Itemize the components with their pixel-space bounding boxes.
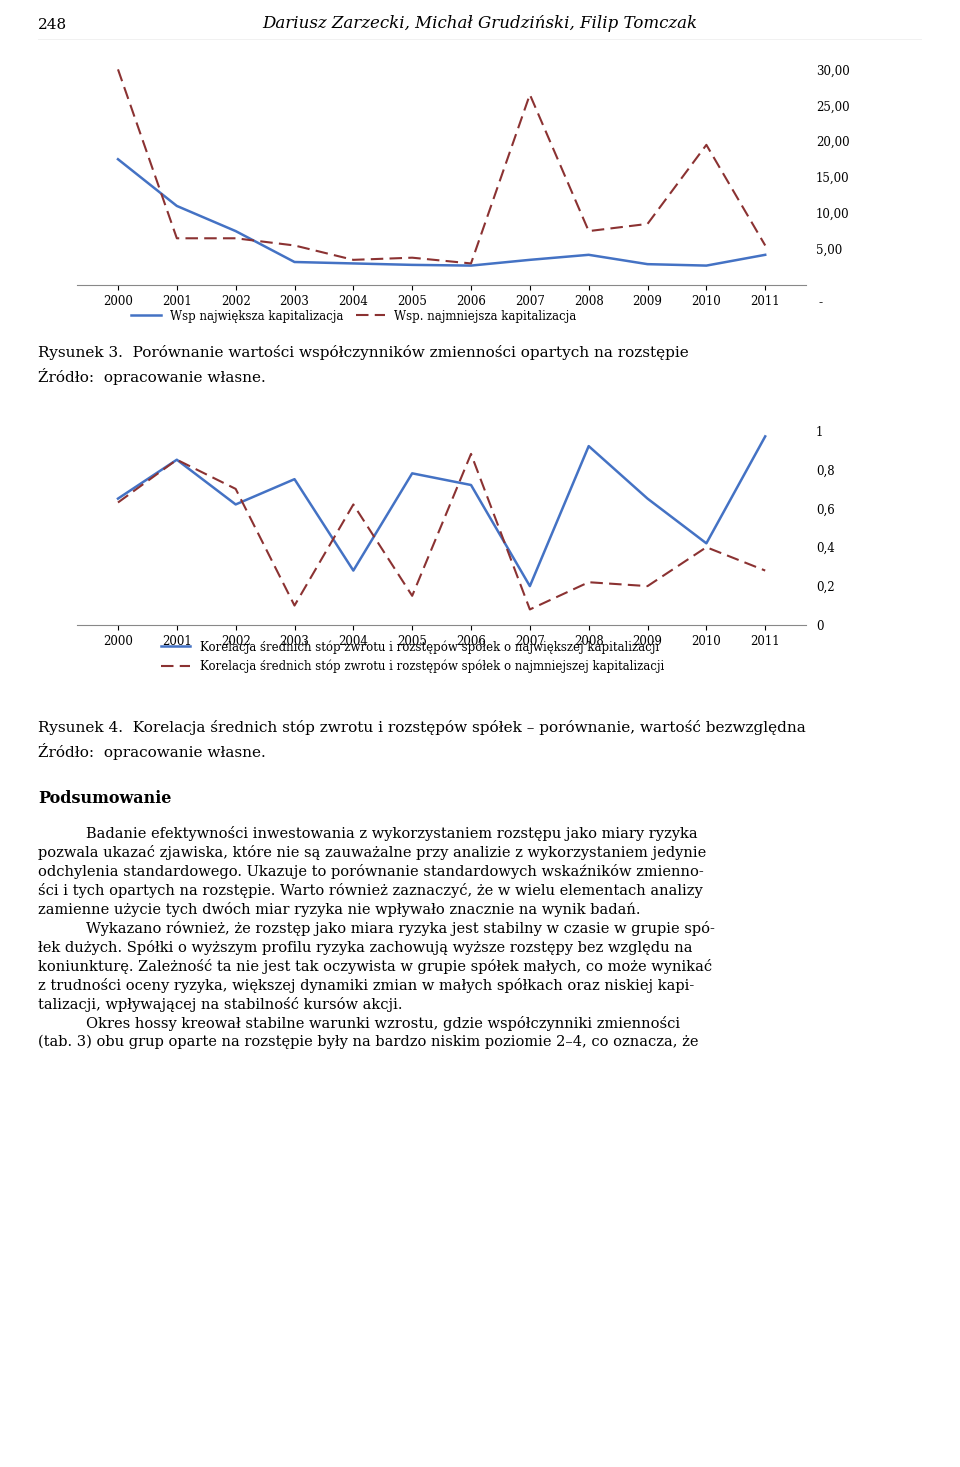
Text: -: - [818,296,823,308]
Text: Okres hossy kreował stabilne warunki wzrostu, gdzie współczynniki zmienności: Okres hossy kreował stabilne warunki wzr… [86,1017,681,1031]
Text: 248: 248 [38,18,67,32]
Text: Dariusz Zarzecki, Michał Grudziński, Filip Tomczak: Dariusz Zarzecki, Michał Grudziński, Fil… [262,15,698,32]
Text: Źródło:  opracowanie własne.: Źródło: opracowanie własne. [38,742,266,760]
Text: łek dużych. Spółki o wyższym profilu ryzyka zachowują wyższe rozstępy bez względ: łek dużych. Spółki o wyższym profilu ryz… [38,940,693,955]
Text: ści i tych opartych na rozstępie. Warto również zaznaczyć, że w wielu elementach: ści i tych opartych na rozstępie. Warto … [38,883,703,898]
Text: z trudności oceny ryzyka, większej dynamiki zmian w małych spółkach oraz niskiej: z trudności oceny ryzyka, większej dynam… [38,978,695,993]
Text: Rysunek 4.  Korelacja średnich stóp zwrotu i rozstępów spółek – porównanie, wart: Rysunek 4. Korelacja średnich stóp zwrot… [38,720,806,735]
Text: odchylenia standardowego. Ukazuje to porównanie standardowych wskaźników zmienno: odchylenia standardowego. Ukazuje to por… [38,864,704,879]
Text: talizacji, wpływającej na stabilność kursów akcji.: talizacji, wpływającej na stabilność kur… [38,998,403,1012]
Text: Rysunek 3.  Porównanie wartości współczynników zmienności opartych na rozstępie: Rysunek 3. Porównanie wartości współczyn… [38,345,689,359]
Text: Badanie efektywności inwestowania z wykorzystaniem rozstępu jako miary ryzyka: Badanie efektywności inwestowania z wyko… [86,826,698,841]
Legend: Wsp największa kapitalizacja, Wsp. najmniejsza kapitalizacja: Wsp największa kapitalizacja, Wsp. najmn… [127,305,582,327]
Text: koniunkturę. Zależność ta nie jest tak oczywista w grupie spółek małych, co może: koniunkturę. Zależność ta nie jest tak o… [38,959,712,974]
Text: Źródło:  opracowanie własne.: Źródło: opracowanie własne. [38,368,266,384]
Legend: Korelacja średnich stóp zwrotu i rozstępów spółek o największej kapitalizacji, K: Korelacja średnich stóp zwrotu i rozstęp… [156,635,669,678]
Text: (tab. 3) obu grup oparte na rozstępie były na bardzo niskim poziomie 2–4, co ozn: (tab. 3) obu grup oparte na rozstępie by… [38,1036,699,1049]
Text: Podsumowanie: Podsumowanie [38,791,172,807]
Text: pozwala ukazać zjawiska, które nie są zauważalne przy analizie z wykorzystaniem : pozwala ukazać zjawiska, które nie są za… [38,845,707,860]
Text: zamienne użycie tych dwóch miar ryzyka nie wpływało znacznie na wynik badań.: zamienne użycie tych dwóch miar ryzyka n… [38,902,641,917]
Text: Wykazano również, że rozstęp jako miara ryzyka jest stabilny w czasie w grupie s: Wykazano również, że rozstęp jako miara … [86,921,715,936]
